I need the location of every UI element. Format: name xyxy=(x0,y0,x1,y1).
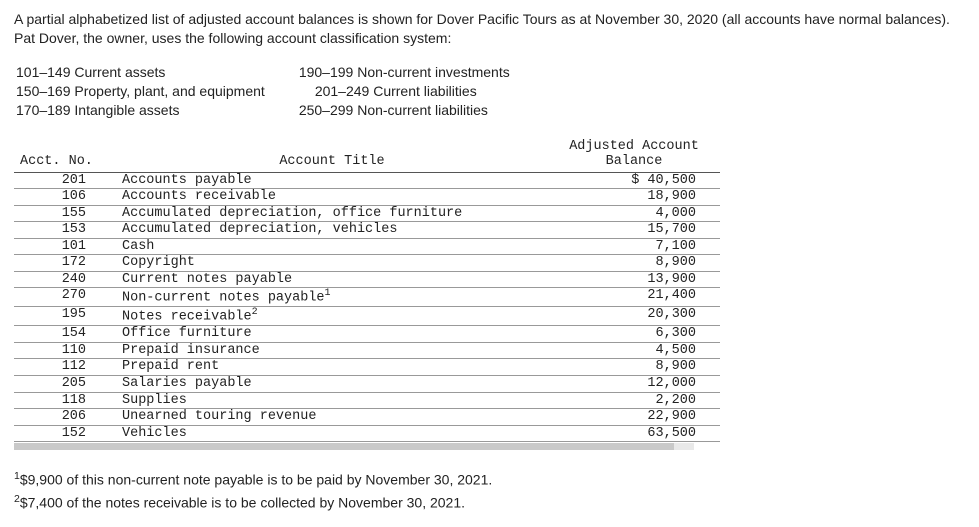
cell-balance: 18,900 xyxy=(548,189,720,206)
accounts-table: Acct. No. Account Title Adjusted Account… xyxy=(14,137,720,442)
cell-balance: 20,300 xyxy=(548,307,720,326)
table-row: 112Prepaid rent8,900 xyxy=(14,359,720,376)
footnote-2-text: $7,400 of the notes receivable is to be … xyxy=(20,495,465,511)
footnotes: 1$9,900 of this non-current note payable… xyxy=(14,468,965,515)
cell-balance: 12,000 xyxy=(548,376,720,393)
cell-acct-no: 240 xyxy=(14,271,116,288)
cell-balance: 22,900 xyxy=(548,409,720,426)
cell-balance: 4,000 xyxy=(548,205,720,222)
cell-acct-no: 201 xyxy=(14,172,116,189)
cell-title: Cash xyxy=(116,238,548,255)
cell-title: Unearned touring revenue xyxy=(116,409,548,426)
cell-acct-no: 118 xyxy=(14,392,116,409)
table-row: 155Accumulated depreciation, office furn… xyxy=(14,205,720,222)
table-row: 153Accumulated depreciation, vehicles15,… xyxy=(14,222,720,239)
cell-title: Salaries payable xyxy=(116,376,548,393)
class-left-0: 101–149 Current assets xyxy=(16,64,277,81)
cell-title: Accumulated depreciation, vehicles xyxy=(116,222,548,239)
class-left-1: 150–169 Property, plant, and equipment xyxy=(16,83,277,100)
cell-acct-no: 155 xyxy=(14,205,116,222)
cell-acct-no: 152 xyxy=(14,425,116,442)
horizontal-scrollbar[interactable] xyxy=(14,443,694,450)
table-row: 152Vehicles63,500 xyxy=(14,425,720,442)
cell-balance: 2,200 xyxy=(548,392,720,409)
cell-title: Supplies xyxy=(116,392,548,409)
table-row: 201Accounts payable$ 40,500 xyxy=(14,172,720,189)
cell-title: Office furniture xyxy=(116,326,548,343)
cell-balance: 13,900 xyxy=(548,271,720,288)
cell-balance: 8,900 xyxy=(548,359,720,376)
cell-title: Accounts payable xyxy=(116,172,548,189)
cell-balance: $ 40,500 xyxy=(548,172,720,189)
cell-title: Prepaid rent xyxy=(116,359,548,376)
cell-title: Non-current notes payable1 xyxy=(116,288,548,307)
header-acct-no: Acct. No. xyxy=(14,137,116,173)
cell-acct-no: 154 xyxy=(14,326,116,343)
cell-acct-no: 205 xyxy=(14,376,116,393)
class-right-2: 250–299 Non-current liabilities xyxy=(279,102,522,119)
class-right-1: 201–249 Current liabilities xyxy=(279,83,522,100)
cell-title: Accumulated depreciation, office furnitu… xyxy=(116,205,548,222)
cell-acct-no: 172 xyxy=(14,255,116,272)
table-row: 206Unearned touring revenue22,900 xyxy=(14,409,720,426)
cell-balance: 7,100 xyxy=(548,238,720,255)
footnote-1-text: $9,900 of this non-current note payable … xyxy=(20,472,492,488)
table-row: 118Supplies2,200 xyxy=(14,392,720,409)
table-row: 270Non-current notes payable121,400 xyxy=(14,288,720,307)
cell-title: Notes receivable2 xyxy=(116,307,548,326)
cell-acct-no: 153 xyxy=(14,222,116,239)
footnote-1: 1$9,900 of this non-current note payable… xyxy=(14,468,965,491)
cell-balance: 21,400 xyxy=(548,288,720,307)
table-row: 195Notes receivable220,300 xyxy=(14,307,720,326)
cell-balance: 15,700 xyxy=(548,222,720,239)
table-row: 205Salaries payable12,000 xyxy=(14,376,720,393)
cell-title: Copyright xyxy=(116,255,548,272)
cell-balance: 8,900 xyxy=(548,255,720,272)
table-row: 172Copyright8,900 xyxy=(14,255,720,272)
table-row: 106Accounts receivable18,900 xyxy=(14,189,720,206)
cell-balance: 4,500 xyxy=(548,342,720,359)
classification-system: 101–149 Current assets 190–199 Non-curre… xyxy=(14,62,524,121)
cell-title: Current notes payable xyxy=(116,271,548,288)
header-title: Account Title xyxy=(116,137,548,173)
cell-title: Accounts receivable xyxy=(116,189,548,206)
cell-acct-no: 206 xyxy=(14,409,116,426)
table-row: 101Cash7,100 xyxy=(14,238,720,255)
table-row: 154Office furniture6,300 xyxy=(14,326,720,343)
cell-acct-no: 110 xyxy=(14,342,116,359)
cell-acct-no: 270 xyxy=(14,288,116,307)
cell-title: Vehicles xyxy=(116,425,548,442)
class-left-2: 170–189 Intangible assets xyxy=(16,102,277,119)
table-row: 240Current notes payable13,900 xyxy=(14,271,720,288)
cell-balance: 6,300 xyxy=(548,326,720,343)
intro-paragraph: A partial alphabetized list of adjusted … xyxy=(14,10,965,48)
header-balance: Adjusted Account Balance xyxy=(548,137,720,173)
class-right-0: 190–199 Non-current investments xyxy=(279,64,522,81)
cell-acct-no: 112 xyxy=(14,359,116,376)
cell-title: Prepaid insurance xyxy=(116,342,548,359)
cell-acct-no: 106 xyxy=(14,189,116,206)
table-row: 110Prepaid insurance4,500 xyxy=(14,342,720,359)
cell-acct-no: 195 xyxy=(14,307,116,326)
footnote-2: 2$7,400 of the notes receivable is to be… xyxy=(14,491,965,514)
cell-balance: 63,500 xyxy=(548,425,720,442)
cell-acct-no: 101 xyxy=(14,238,116,255)
